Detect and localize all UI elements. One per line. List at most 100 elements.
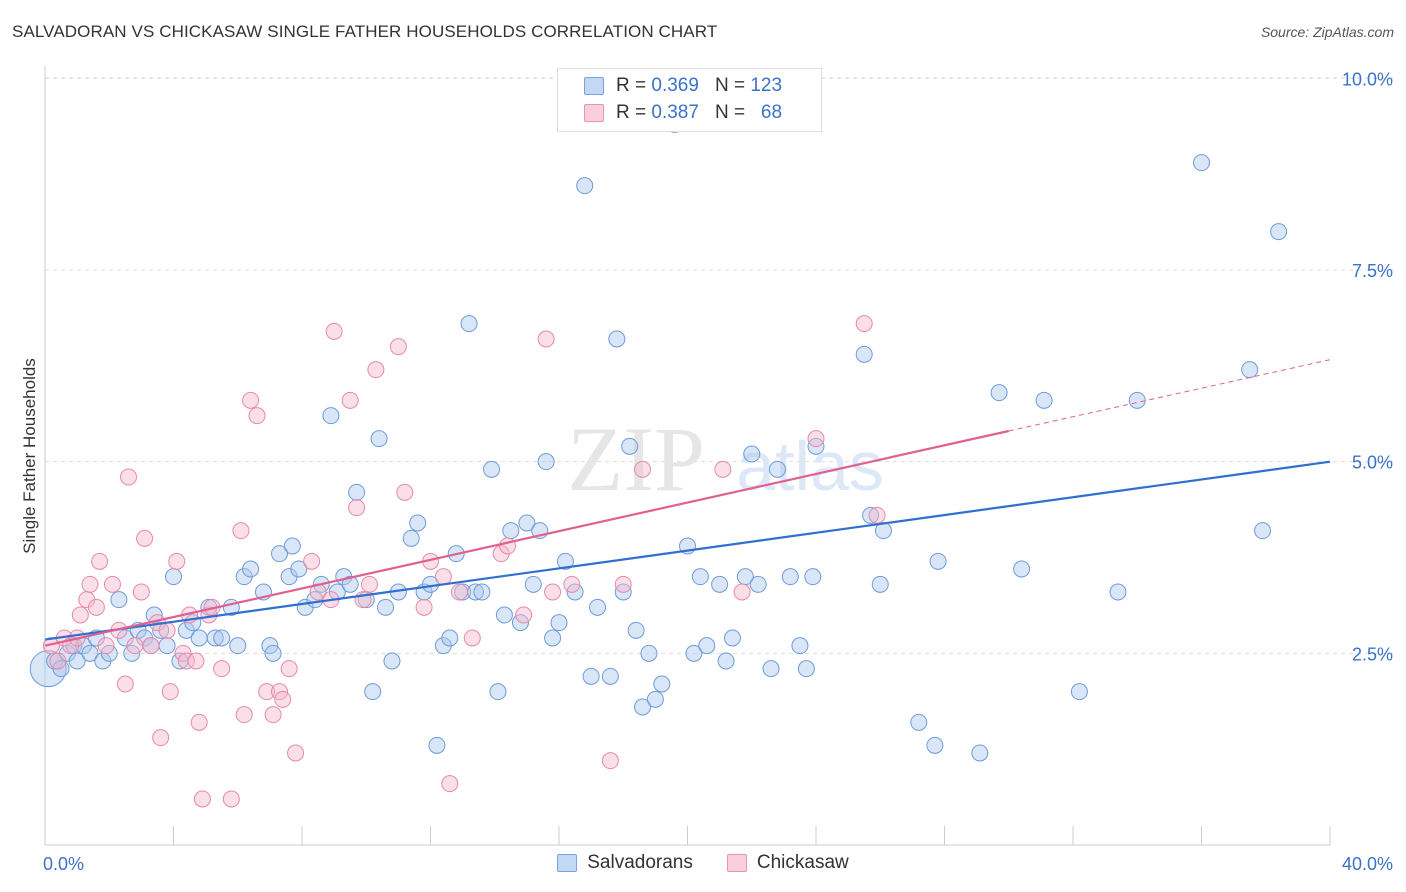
salvadoran-point xyxy=(68,652,86,670)
chickasaw-point xyxy=(463,629,481,647)
salvadoran-point xyxy=(971,744,989,762)
salvadoran-point xyxy=(797,660,815,678)
salvadoran-point xyxy=(862,506,880,524)
salvadoran-point xyxy=(544,629,562,647)
salvadoran-point xyxy=(717,652,735,670)
chickasaw-point xyxy=(733,583,751,601)
salvadoran-point xyxy=(653,675,671,693)
r-label: R = xyxy=(616,102,647,123)
chickasaw-point xyxy=(161,683,179,701)
salvadoran-point xyxy=(1270,223,1288,241)
salvadoran-point xyxy=(370,430,388,448)
chickasaw-point xyxy=(71,606,89,624)
chickasaw-point xyxy=(563,575,581,593)
salvadoran-point xyxy=(290,560,308,578)
salvadoran-point xyxy=(206,629,224,647)
trend-lines xyxy=(44,359,1331,647)
chickasaw-point xyxy=(868,506,886,524)
salvadoran-point xyxy=(1035,391,1053,409)
r-value: 0.369 xyxy=(651,75,699,96)
salvadoran-point xyxy=(483,460,501,478)
chickasaw-point xyxy=(434,568,452,586)
salvadorans-trend-line xyxy=(44,460,1331,641)
salvadoran-point xyxy=(855,345,873,363)
salvadoran-point xyxy=(473,583,491,601)
chickasaw-point xyxy=(213,660,231,678)
y-tick-label: 2.5% xyxy=(1352,644,1393,664)
salvadoran-point xyxy=(348,483,366,501)
salvadoran-point xyxy=(428,736,446,754)
salvadoran-point xyxy=(271,545,289,563)
n-value: 123 xyxy=(750,75,783,96)
salvadoran-point xyxy=(402,529,420,547)
salvadoran-point xyxy=(383,652,401,670)
salvadoran-point xyxy=(495,606,513,624)
chickasaw-point xyxy=(136,529,154,547)
chickasaw-point xyxy=(168,552,186,570)
chickasaw-point xyxy=(341,391,359,409)
salvadoran-point xyxy=(804,568,822,586)
salvadoran-point xyxy=(1241,361,1259,379)
watermark: ZIP atlas xyxy=(567,408,884,510)
chickasaw-point xyxy=(367,361,385,379)
salvadoran-point xyxy=(556,552,574,570)
salvadoran-point xyxy=(990,384,1008,402)
salvadoran-point xyxy=(524,575,542,593)
salvadorans-legend-swatch xyxy=(557,854,578,872)
salvadoran-point xyxy=(781,568,799,586)
salvadoran-point xyxy=(81,644,99,662)
chickasaw-point xyxy=(242,391,260,409)
salvadoran-point xyxy=(576,177,594,195)
salvadoran-point xyxy=(640,644,658,662)
salvadoran-point xyxy=(537,453,555,471)
salvadoran-point xyxy=(322,407,340,425)
chickasaw-point xyxy=(634,460,652,478)
series-legend: Salvadorans Chickasaw xyxy=(0,852,1406,874)
chickasaw-point xyxy=(415,598,433,616)
salvadoran-point xyxy=(871,575,889,593)
legend-row-salvadorans: R = 0.369 N = 123 xyxy=(584,74,782,98)
n-label: N = xyxy=(714,102,746,123)
salvadoran-point xyxy=(264,644,282,662)
chickasaw-point xyxy=(280,660,298,678)
chickasaw-point xyxy=(614,575,632,593)
legend-label-chickasaw: Chickasaw xyxy=(756,852,849,873)
chickasaw-point xyxy=(91,552,109,570)
chickasaw-point xyxy=(116,675,134,693)
salvadoran-point xyxy=(213,629,231,647)
chickasaw-point xyxy=(158,621,176,639)
chickasaw-point xyxy=(303,552,321,570)
legend-item-chickasaw: Chickasaw xyxy=(726,852,849,874)
y-tick-label: 7.5% xyxy=(1352,261,1393,281)
chickasaw-point xyxy=(450,583,468,601)
chickasaw-point xyxy=(87,598,105,616)
chickasaw-point xyxy=(348,499,366,517)
salvadoran-point xyxy=(377,598,395,616)
salvadoran-point xyxy=(589,598,607,616)
salvadoran-point xyxy=(685,644,703,662)
n-label: N = xyxy=(714,75,746,96)
legend-label-salvadorans: Salvadorans xyxy=(587,852,693,873)
chickasaw-point xyxy=(187,652,205,670)
salvadoran-point xyxy=(910,713,928,731)
chickasaw-point xyxy=(97,637,115,655)
chickasaw-point xyxy=(855,315,873,333)
salvadoran-point xyxy=(646,690,664,708)
salvadoran-point xyxy=(621,437,639,455)
salvadoran-point xyxy=(608,330,626,348)
salvadoran-point xyxy=(550,614,568,632)
chickasaw-point xyxy=(396,483,414,501)
salvadoran-point xyxy=(582,667,600,685)
salvadoran-point xyxy=(460,315,478,333)
chickasaw-point xyxy=(152,729,170,747)
salvadoran-point xyxy=(158,637,176,655)
salvadoran-point xyxy=(229,637,247,655)
salvadoran-point xyxy=(1109,583,1127,601)
salvadoran-point xyxy=(723,629,741,647)
watermark-atlas: atlas xyxy=(736,427,884,505)
chickasaw-point xyxy=(190,713,208,731)
salvadoran-point xyxy=(242,560,260,578)
salvadoran-point xyxy=(409,514,427,532)
chickasaw-point xyxy=(264,706,282,724)
